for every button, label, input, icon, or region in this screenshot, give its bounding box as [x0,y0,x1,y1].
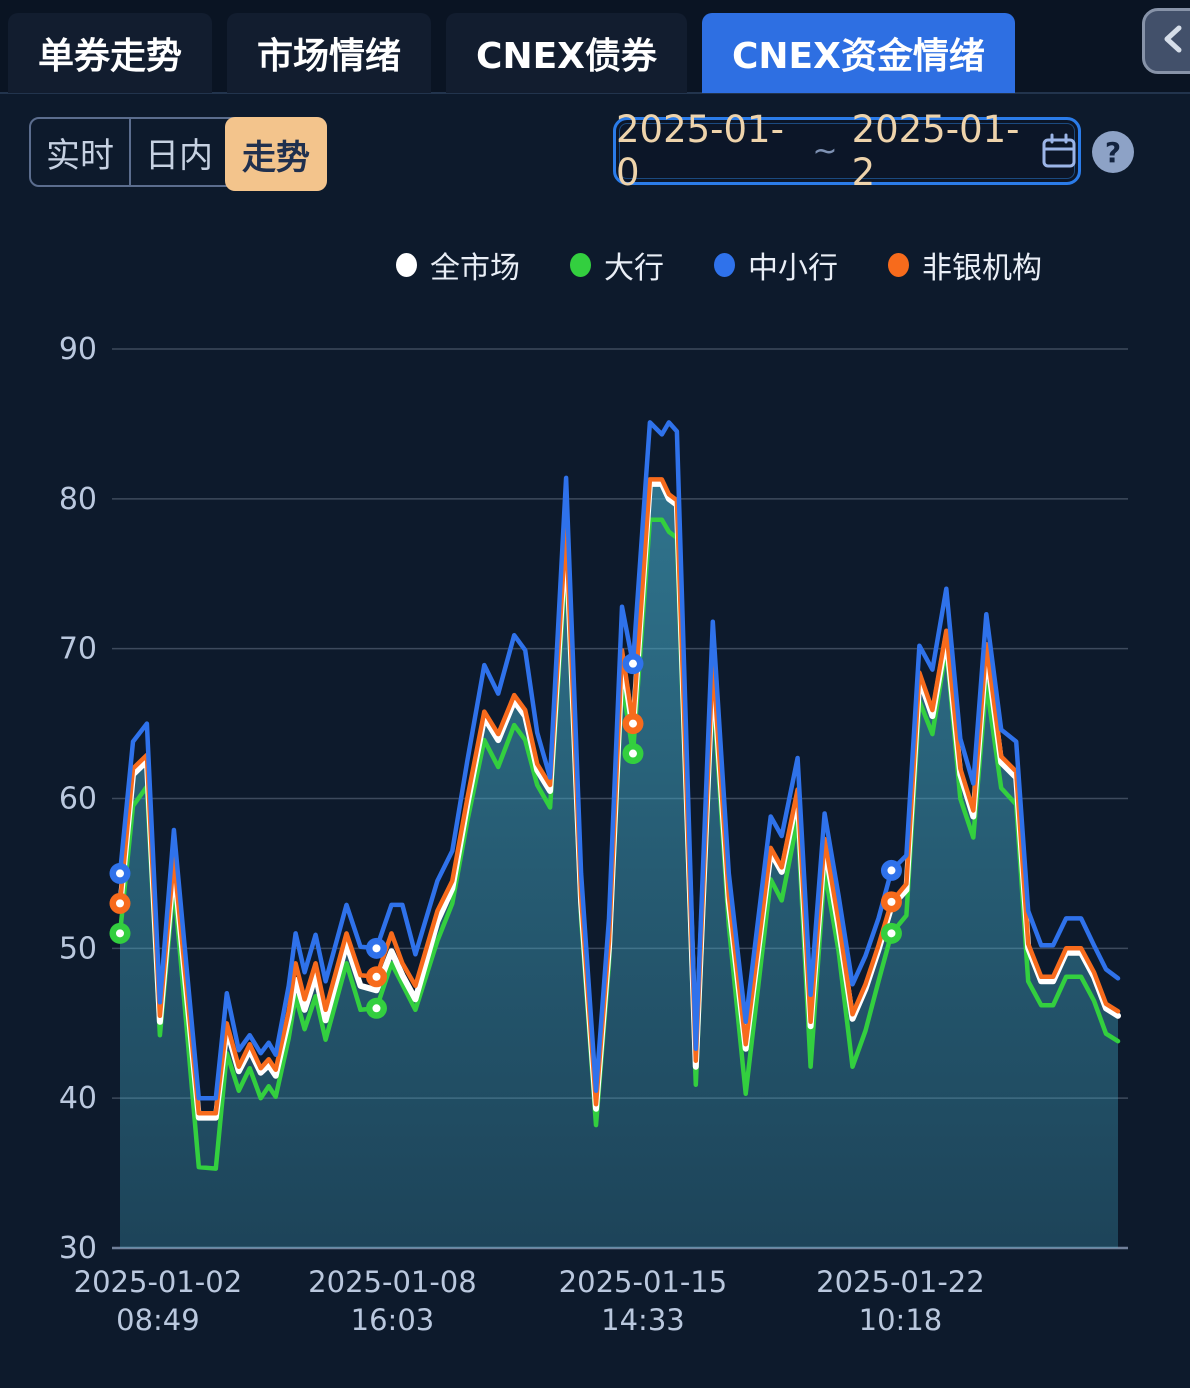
legend-label: 大行 [604,251,664,286]
y-tick-label: 70 [59,632,97,667]
marker-core-major-banks [116,929,124,938]
toggle-intraday[interactable]: 日内 [129,119,227,185]
x-tick-label-date: 2025-01-02 [74,1265,243,1299]
legend-label: 全市场 [430,251,520,286]
y-tick-label: 80 [59,482,97,517]
tab-list: 单券走势 市场情绪 CNEX债券 CNEX资金情绪 [8,13,1015,93]
x-tick-label-date: 2025-01-08 [308,1265,477,1299]
marker-core-mid-small-banks [116,869,124,878]
toggle-realtime[interactable]: 实时 [46,135,114,176]
marker-core-mid-small-banks [887,866,896,875]
marker-core-major-banks [372,1004,381,1013]
legend-item-mid-small-banks[interactable]: 中小行 [714,243,838,287]
legend-label: 非银机构 [922,251,1042,286]
y-tick-label: 30 [59,1231,97,1266]
y-tick-label: 90 [59,332,97,367]
y-tick-label: 50 [59,931,97,966]
x-tick-label-date: 2025-01-22 [816,1265,985,1299]
legend-dot-non-bank [888,253,909,277]
marker-core-non-bank [887,897,896,906]
toggle-trend[interactable]: 走势 [225,117,327,191]
legend-item-all-market[interactable]: 全市场 [396,243,520,287]
tab-market-sentiment[interactable]: 市场情绪 [227,13,432,93]
legend-item-major-banks[interactable]: 大行 [570,243,664,287]
chart-legend: 全市场 大行 中小行 非银机构 [396,243,1042,287]
tab-single-bond-trend[interactable]: 单券走势 [8,13,213,93]
marker-core-non-bank [116,899,124,908]
collapse-panel-button[interactable] [1142,8,1190,74]
controls-row: 实时 日内 走势 2025-01-0 ~ 2025-01-2 [0,96,1190,206]
series-area-all-market [120,483,1118,1248]
legend-label: 中小行 [748,251,838,286]
date-range-picker[interactable]: 2025-01-0 ~ 2025-01-2 [613,108,1081,194]
x-tick-label-time: 10:18 [859,1303,943,1337]
x-tick-label-time: 14:33 [601,1303,685,1337]
date-range-separator: ~ [812,133,838,169]
top-tab-bar: 单券走势 市场情绪 CNEX债券 CNEX资金情绪 [0,0,1190,94]
help-button[interactable]: ? [1092,131,1134,173]
tab-cnex-funding-sentiment[interactable]: CNEX资金情绪 [701,13,1015,93]
view-mode-toggle: 实时 日内 走势 [29,117,327,191]
tab-cnex-bonds[interactable]: CNEX债券 [446,13,687,93]
date-range-start: 2025-01-0 [616,108,784,194]
marker-core-mid-small-banks [628,659,637,668]
series-line-mid-small-banks [117,420,1121,1101]
chevron-left-icon [1159,20,1189,62]
legend-dot-mid-small-banks [714,253,735,277]
marker-core-non-bank [628,719,637,728]
y-tick-label: 40 [59,1081,97,1116]
marker-core-major-banks [887,929,896,938]
marker-core-major-banks [628,749,637,758]
legend-dot-major-banks [570,253,591,277]
x-tick-label-time: 16:03 [351,1303,435,1337]
calendar-icon [1040,132,1078,170]
date-range-end: 2025-01-2 [851,108,1020,194]
legend-dot-all-market [396,253,417,277]
marker-core-mid-small-banks [372,944,381,953]
x-tick-label-date: 2025-01-15 [559,1265,728,1299]
marker-core-non-bank [372,972,381,981]
y-tick-label: 60 [59,782,97,817]
x-tick-label-time: 08:49 [116,1303,200,1337]
legend-item-non-bank[interactable]: 非银机构 [888,243,1042,287]
